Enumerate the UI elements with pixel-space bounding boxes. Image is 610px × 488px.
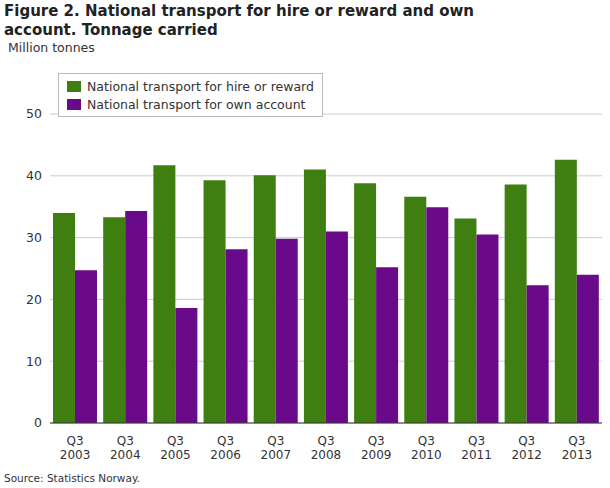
svg-text:40: 40 [26,168,42,183]
svg-text:Q32009: Q32009 [361,434,392,462]
svg-text:Q32011: Q32011 [461,434,492,462]
svg-text:Q32012: Q32012 [511,434,542,462]
html-text:National transport for hire or: National transport for hire or reward [87,78,314,94]
svg-text:Q32005: Q32005 [160,434,191,462]
svg-text:10: 10 [26,354,42,369]
svg-text:Q32003: Q32003 [60,434,91,462]
html-text:Million tonnes: Million tonnes [8,40,95,55]
svg-text:30: 30 [26,230,42,245]
svg-text:Q32006: Q32006 [210,434,241,462]
html-text:National transport for own acc: National transport for own account [87,96,306,112]
html-text:Figure 2. National transport f: Figure 2. National transport for hire or… [4,2,474,39]
svg-text:50: 50 [26,106,42,121]
html-text:Source: Statistics Norway.: Source: Statistics Norway. [4,472,140,484]
svg-text:Q32013: Q32013 [562,434,593,462]
svg-text:Q32004: Q32004 [110,434,141,462]
svg-text:Q32007: Q32007 [261,434,292,462]
svg-text:0: 0 [34,415,42,430]
svg-text:Q32010: Q32010 [411,434,442,462]
svg-text:20: 20 [26,292,42,307]
svg-text:Q32008: Q32008 [311,434,342,462]
